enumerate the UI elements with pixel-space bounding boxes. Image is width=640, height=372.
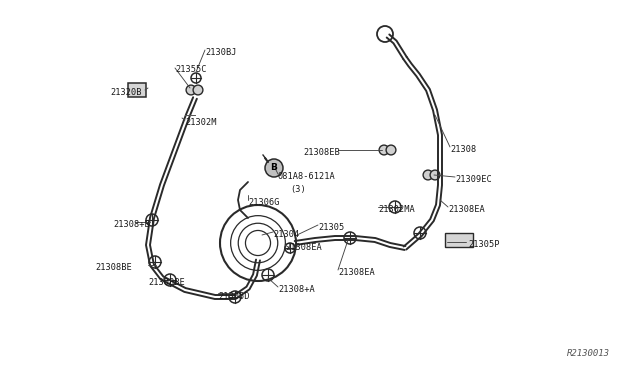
Text: 21306G: 21306G <box>248 198 280 207</box>
Circle shape <box>423 170 433 180</box>
Text: 21308EA: 21308EA <box>338 268 375 277</box>
Bar <box>445 233 473 247</box>
Text: 2130BJ: 2130BJ <box>205 48 237 57</box>
Circle shape <box>186 85 196 95</box>
Circle shape <box>193 85 203 95</box>
Text: 21308+A: 21308+A <box>278 285 315 294</box>
Text: 21308BE: 21308BE <box>95 263 132 272</box>
Circle shape <box>386 145 396 155</box>
Bar <box>128 83 146 97</box>
Circle shape <box>379 145 389 155</box>
Circle shape <box>430 170 440 180</box>
Text: B: B <box>271 164 277 173</box>
Text: 21304: 21304 <box>273 230 300 239</box>
Text: 081A8-6121A: 081A8-6121A <box>278 172 336 181</box>
Text: (3): (3) <box>290 185 306 194</box>
Text: 21355C: 21355C <box>175 65 207 74</box>
Text: 21308+B: 21308+B <box>113 220 150 229</box>
Text: R2130013: R2130013 <box>567 349 610 358</box>
Text: 21308EA: 21308EA <box>448 205 484 214</box>
Text: 21308EA: 21308EA <box>285 243 322 252</box>
Text: 21305P: 21305P <box>468 240 499 249</box>
Text: 21302M: 21302M <box>185 118 216 127</box>
Text: 21308BE: 21308BE <box>148 278 185 287</box>
Text: 21320B: 21320B <box>110 88 141 97</box>
Text: 21308: 21308 <box>450 145 476 154</box>
Circle shape <box>265 159 283 177</box>
Text: 21305D: 21305D <box>218 292 250 301</box>
Text: 21309EC: 21309EC <box>455 175 492 184</box>
Text: 21305: 21305 <box>318 223 344 232</box>
Text: 21302MA: 21302MA <box>378 205 415 214</box>
Text: 21308EB: 21308EB <box>303 148 340 157</box>
